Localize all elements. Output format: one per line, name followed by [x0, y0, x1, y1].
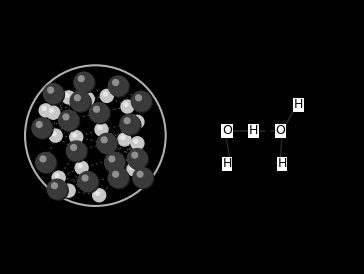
- Circle shape: [36, 122, 42, 127]
- Circle shape: [39, 104, 52, 117]
- Circle shape: [110, 169, 129, 189]
- Circle shape: [95, 123, 108, 136]
- Circle shape: [70, 131, 83, 144]
- Circle shape: [55, 174, 59, 178]
- Circle shape: [75, 161, 88, 174]
- Circle shape: [60, 112, 80, 132]
- Circle shape: [50, 109, 54, 113]
- Circle shape: [121, 115, 141, 135]
- Circle shape: [42, 107, 46, 110]
- Circle shape: [73, 133, 77, 137]
- Circle shape: [113, 171, 119, 177]
- Text: H: H: [294, 98, 303, 112]
- Circle shape: [109, 156, 115, 162]
- Circle shape: [97, 133, 117, 153]
- Circle shape: [65, 94, 69, 98]
- Circle shape: [36, 152, 56, 172]
- Circle shape: [127, 149, 147, 169]
- Circle shape: [78, 172, 98, 192]
- Circle shape: [131, 115, 144, 128]
- Circle shape: [127, 163, 140, 176]
- Circle shape: [48, 87, 54, 93]
- Circle shape: [82, 175, 88, 181]
- Circle shape: [108, 168, 128, 188]
- Circle shape: [134, 169, 154, 189]
- Circle shape: [137, 171, 143, 177]
- Circle shape: [37, 154, 57, 173]
- Circle shape: [65, 187, 69, 191]
- Circle shape: [52, 132, 56, 136]
- Circle shape: [75, 95, 80, 101]
- Circle shape: [131, 137, 144, 150]
- Circle shape: [44, 85, 64, 105]
- Circle shape: [110, 77, 129, 97]
- Circle shape: [32, 118, 52, 138]
- Circle shape: [71, 145, 76, 150]
- Circle shape: [96, 192, 100, 195]
- Text: A: A: [23, 30, 34, 45]
- Circle shape: [128, 150, 149, 170]
- Text: H: H: [277, 157, 287, 170]
- Circle shape: [98, 135, 118, 154]
- Circle shape: [52, 183, 58, 189]
- Circle shape: [47, 106, 60, 119]
- Circle shape: [62, 91, 75, 104]
- Text: O: O: [276, 124, 285, 138]
- Circle shape: [94, 106, 99, 112]
- Circle shape: [43, 84, 63, 104]
- Circle shape: [79, 173, 99, 193]
- Circle shape: [134, 118, 138, 122]
- Circle shape: [103, 92, 107, 96]
- Circle shape: [104, 152, 124, 172]
- Circle shape: [63, 114, 69, 120]
- Circle shape: [78, 164, 82, 168]
- Circle shape: [130, 165, 134, 169]
- Circle shape: [121, 136, 125, 139]
- Circle shape: [67, 142, 87, 162]
- Circle shape: [124, 103, 128, 107]
- Circle shape: [70, 91, 90, 111]
- Circle shape: [66, 141, 86, 161]
- Circle shape: [81, 92, 94, 105]
- Circle shape: [132, 92, 152, 112]
- Text: H: H: [222, 157, 232, 170]
- Circle shape: [134, 139, 138, 143]
- Circle shape: [132, 152, 138, 158]
- Circle shape: [106, 154, 119, 167]
- Circle shape: [84, 95, 88, 99]
- Circle shape: [98, 126, 102, 130]
- Circle shape: [120, 114, 140, 134]
- Circle shape: [93, 189, 106, 202]
- Circle shape: [108, 76, 128, 96]
- Text: O: O: [222, 124, 232, 138]
- Circle shape: [59, 110, 79, 130]
- Circle shape: [90, 104, 110, 124]
- Circle shape: [62, 184, 75, 197]
- Circle shape: [74, 72, 94, 92]
- Circle shape: [121, 100, 134, 113]
- Circle shape: [109, 156, 112, 160]
- Circle shape: [118, 133, 131, 146]
- Circle shape: [78, 76, 84, 82]
- Circle shape: [106, 154, 126, 173]
- Circle shape: [75, 73, 95, 93]
- Circle shape: [48, 180, 68, 200]
- Circle shape: [89, 103, 109, 123]
- Circle shape: [33, 119, 53, 139]
- Circle shape: [133, 168, 153, 188]
- Circle shape: [71, 92, 91, 112]
- Circle shape: [124, 118, 130, 124]
- Circle shape: [101, 137, 107, 143]
- Text: H: H: [249, 124, 258, 138]
- Circle shape: [100, 89, 113, 102]
- Circle shape: [136, 95, 142, 101]
- Circle shape: [113, 80, 119, 85]
- Circle shape: [131, 91, 151, 111]
- Circle shape: [49, 129, 62, 142]
- Text: B: B: [215, 30, 227, 45]
- Circle shape: [47, 179, 67, 199]
- Circle shape: [40, 156, 46, 162]
- Circle shape: [52, 171, 65, 184]
